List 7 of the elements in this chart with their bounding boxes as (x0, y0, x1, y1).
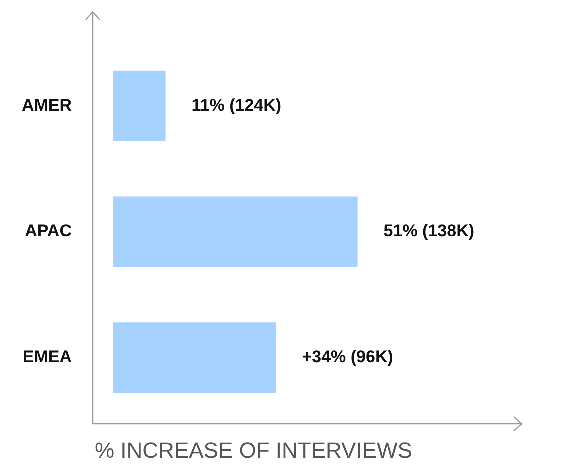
data-label: +34% (96K) (302, 348, 394, 367)
x-axis-title: % INCREASE OF INTERVIEWS (95, 438, 412, 464)
data-label: 51% (138K) (384, 222, 475, 241)
y-tick-label: APAC (25, 222, 72, 241)
y-tick-label: EMEA (22, 348, 72, 367)
y-tick-label: AMER (22, 96, 72, 115)
data-label: 11% (124K) (192, 96, 282, 115)
